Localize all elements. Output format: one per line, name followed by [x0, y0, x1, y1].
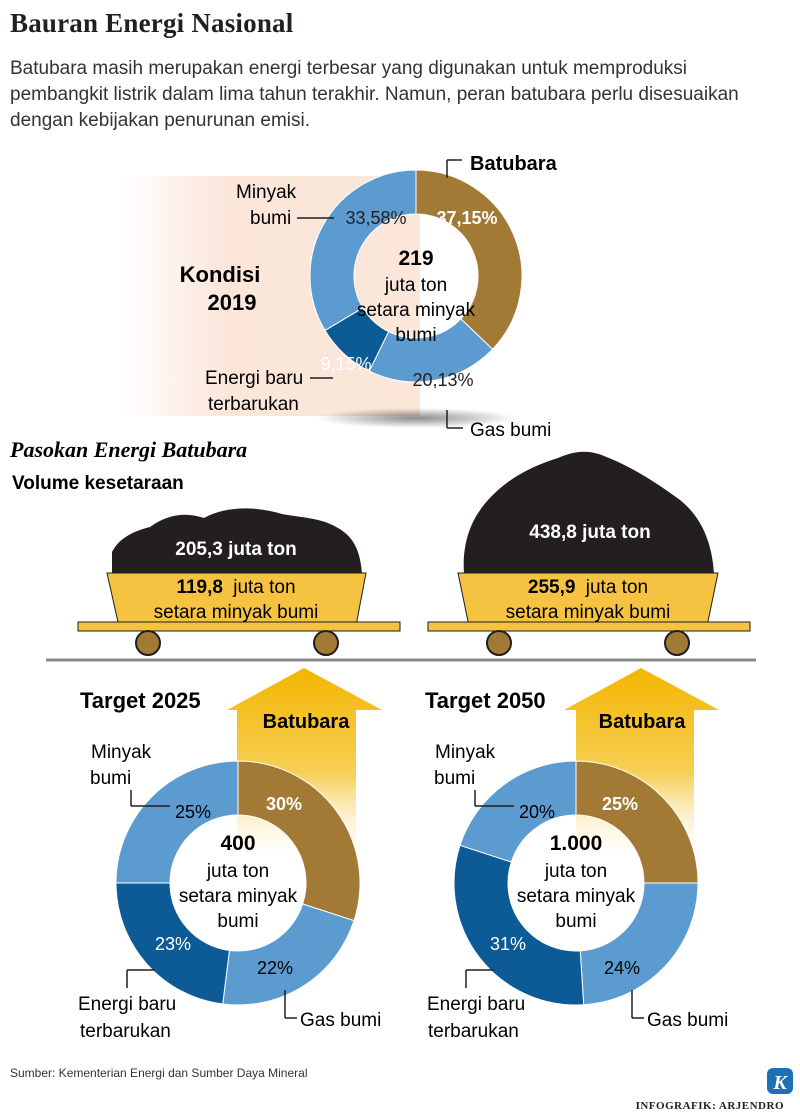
cart-unit-2050-1: juta ton — [585, 577, 648, 598]
donut-target-2025 — [115, 760, 361, 1006]
coal-value-2050: 438,8 juta ton — [529, 522, 650, 543]
slice-label-minyak-2019: 33,58% — [345, 208, 406, 228]
slice-label-batubara-2025: 30% — [266, 794, 302, 814]
cart-2025 — [77, 508, 401, 656]
center-text-2019-1: juta ton — [384, 275, 447, 296]
wheel-2025-right — [313, 630, 339, 656]
cart-value-2050-num: 255,9 — [528, 577, 576, 598]
cart-value-2050: 255,9 juta ton — [528, 577, 648, 598]
intro-text: Batubara masih merupakan energi terbesar… — [10, 58, 739, 131]
donut-slice-target2050-energi-baru-terbarukan — [453, 844, 585, 1006]
legend-gas-2019: Gas bumi — [470, 420, 551, 441]
cart-value-2025-num: 119,8 — [176, 577, 223, 598]
legend-ebt-2050-2: terbarukan — [428, 1021, 519, 1042]
legend-gas-2025: Gas bumi — [300, 1010, 381, 1031]
donut-slice-kondisi2019-batubara — [415, 169, 523, 350]
center-value-2019: 219 — [398, 247, 433, 270]
kondisi-label-line2: 2019 — [208, 290, 257, 315]
cart-unit-2025-1: juta ton — [232, 577, 295, 598]
slice-label-batubara-2019: 37,15% — [436, 208, 497, 228]
wheel-2050-right — [664, 630, 690, 656]
slice-label-ebt-2025: 23% — [155, 934, 191, 954]
legend-ebt-2025-2: terbarukan — [80, 1021, 171, 1042]
slice-label-ebt-2050: 31% — [490, 934, 526, 954]
credit-note: INFOGRAFIK: ARJENDRO — [635, 1100, 784, 1112]
legend-ebt-2019-2: terbarukan — [208, 394, 299, 415]
slice-label-minyak-2050: 20% — [519, 802, 555, 822]
donut-slice-target2050-gas-bumi — [579, 882, 699, 1006]
cart-2050 — [427, 451, 751, 656]
legend-minyak-2019-2: bumi — [250, 208, 291, 229]
publisher-logo-letter: K — [772, 1072, 788, 1094]
legend-batubara-2019: Batubara — [470, 153, 558, 175]
center-text-2019-3: bumi — [395, 325, 436, 346]
donut-slice-target2025-batubara — [237, 760, 361, 922]
legend-ebt-2025-1: Energi baru — [78, 994, 176, 1015]
slice-label-batubara-2050: 25% — [602, 794, 638, 814]
publisher-logo — [767, 1068, 793, 1094]
donut-target-2050 — [453, 760, 699, 1006]
cart-rail-2025 — [77, 621, 401, 632]
slice-label-minyak-2025: 25% — [175, 802, 211, 822]
legend-minyak-2025-1: Minyak — [91, 742, 152, 763]
center-text-2050-3: bumi — [555, 911, 596, 932]
legend-gas-2050: Gas bumi — [647, 1010, 728, 1031]
legend-minyak-2025-2: bumi — [90, 768, 131, 789]
center-text-2025-1: juta ton — [206, 861, 269, 882]
coal-pile-2025 — [112, 508, 362, 574]
target-title-2050: Target 2050 — [425, 688, 546, 713]
section-title-pasokan: Pasokan Energi Batubara — [9, 437, 247, 462]
slice-label-ebt-2019: 9,15% — [320, 354, 371, 374]
donut-slice-target2025-minyak-bumi — [115, 760, 239, 884]
donut-kondisi-2019 — [309, 169, 523, 383]
coal-value-2025: 205,3 juta ton — [175, 539, 296, 560]
donut-slice-target2025-energi-baru-terbarukan — [115, 882, 231, 1005]
legend-minyak-2050-1: Minyak — [435, 742, 496, 763]
target-title-2025: Target 2025 — [80, 688, 201, 713]
legend-minyak-2019-1: Minyak — [236, 182, 297, 203]
legend-batubara-2025: Batubara — [263, 711, 351, 733]
center-text-2019-2: setara minyak — [357, 300, 476, 321]
legend-ebt-2050-1: Energi baru — [427, 994, 525, 1015]
slice-label-gas-2050: 24% — [604, 958, 640, 978]
page-title: Bauran Energi Nasional — [10, 8, 294, 38]
cart-unit-2050-2: setara minyak bumi — [506, 602, 671, 623]
cart-rail-2050 — [427, 621, 751, 632]
slice-label-gas-2019: 20,13% — [412, 370, 473, 390]
center-value-2050: 1.000 — [550, 832, 603, 855]
wheel-2025-left — [135, 630, 161, 656]
donut-shadow — [316, 408, 516, 428]
coal-pile-2050 — [463, 451, 714, 574]
center-text-2050-1: juta ton — [544, 861, 607, 882]
legend-minyak-2050-2: bumi — [434, 768, 475, 789]
section-subtitle-volume: Volume kesetaraan — [12, 473, 184, 494]
center-value-2025: 400 — [220, 832, 255, 855]
center-text-2025-2: setara minyak — [179, 886, 298, 907]
legend-ebt-2019-1: Energi baru — [205, 368, 303, 389]
cart-value-2025: 119,8 juta ton — [176, 577, 295, 598]
legend-batubara-2050: Batubara — [599, 711, 687, 733]
donut-slice-target2050-batubara — [575, 760, 699, 884]
cart-unit-2025-2: setara minyak bumi — [154, 602, 319, 623]
donut-slice-target2025-gas-bumi — [222, 903, 355, 1006]
donut-slice-kondisi2019-minyak-bumi — [309, 169, 417, 332]
slice-label-gas-2025: 22% — [257, 958, 293, 978]
wheel-2050-left — [486, 630, 512, 656]
kondisi-label-line1: Kondisi — [180, 262, 261, 287]
center-text-2050-2: setara minyak — [517, 886, 636, 907]
center-text-2025-3: bumi — [217, 911, 258, 932]
source-note: Sumber: Kementerian Energi dan Sumber Da… — [10, 1066, 308, 1080]
